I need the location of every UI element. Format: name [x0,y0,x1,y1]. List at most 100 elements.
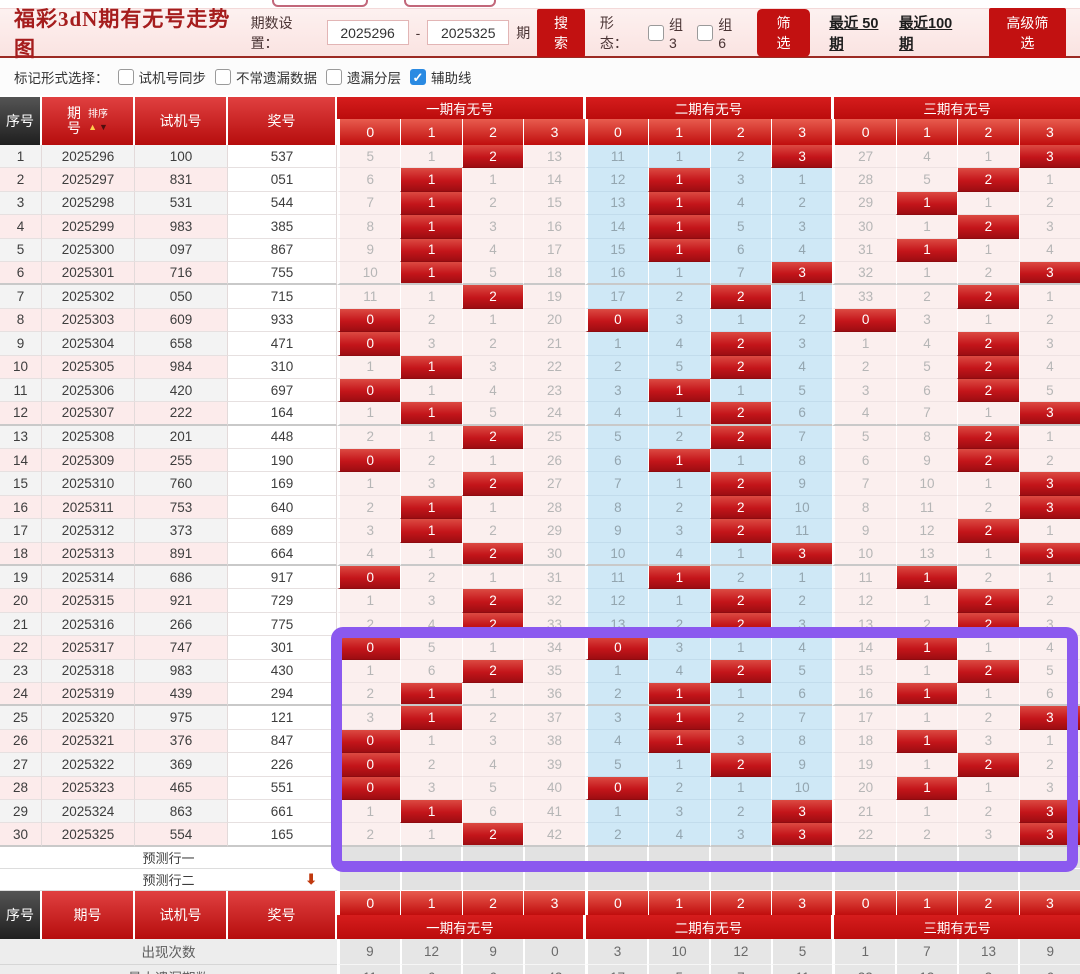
grid-cell: 3 [648,799,710,824]
prize-number-cell: 448 [228,425,337,450]
recent-50-link[interactable]: 最近 50期 [829,15,879,53]
seq-cell: 12 [0,402,42,426]
seq-cell: 9 [0,332,42,356]
grid-cell: 7 [770,706,833,730]
prize-number-cell: 867 [228,238,337,262]
grid-cell: 1 [832,332,896,356]
grid-cell: 1 [648,215,710,239]
grid-cell: 1 [648,238,710,262]
unchecked-checkbox[interactable] [326,68,342,85]
grid-cell: 2 [337,823,401,847]
grid-cell: 2 [461,519,524,543]
group3-checkbox[interactable] [648,24,665,41]
mark-option[interactable]: ✓ 辅助线 [410,67,472,87]
grid-cell: 1 [337,472,401,496]
subcol-header: 3 [770,119,833,145]
grid-cell: 1 [648,168,710,192]
stats-value-cell: 5 [647,964,710,974]
group3-checkbox-wrap[interactable]: 组3 [648,15,690,51]
grid-cell: 1 [648,402,710,426]
stats-value-cell: 9 [1018,938,1080,965]
grid-cell: 5 [1018,659,1080,683]
sort-up-icon[interactable]: ▲ [88,122,97,132]
down-arrow-icon[interactable]: ⬇ [305,870,317,887]
unchecked-checkbox[interactable] [117,68,134,85]
group-header: 二期有无号 [582,97,832,119]
grid-cell: 4 [461,378,524,403]
stats-value-cell: 7 [709,964,771,974]
grid-cell: 2 [709,145,771,169]
grid-cell: 3 [770,542,833,567]
recent-100-link[interactable]: 最近100期 [899,15,953,53]
test-number-cell: 255 [135,449,228,473]
prediction-cell [770,846,833,869]
stats-value-cell: 13 [956,938,1019,965]
seq-cell: 25 [0,706,42,730]
period-setting-label: 期数设置： [250,14,293,51]
group6-checkbox[interactable] [697,24,714,41]
period-to-input[interactable] [427,20,510,45]
advanced-filter-button[interactable]: 高级筛选 [988,7,1066,58]
table-row: 13 2025308 201 448 2 1 2 25 5 2 2 7 5 8 2 1 [0,425,1080,450]
test-number-cell: 686 [135,566,228,590]
test-number-cell: 984 [135,355,228,379]
grid-cell: 10 [337,261,401,286]
unchecked-checkbox[interactable] [215,68,231,85]
cutoff-button-2[interactable] [404,0,496,7]
cutoff-button-1[interactable] [272,0,368,7]
filter-button[interactable]: 筛选 [756,8,811,57]
grid-cell: 1 [337,589,401,613]
bottom-prize-header: 奖号 [228,890,337,939]
search-button[interactable]: 搜索 [537,8,585,57]
period-from-input[interactable] [326,20,409,45]
grid-cell: 3 [709,823,771,847]
grid-cell: 2 [957,285,1019,309]
grid-cell: 1 [461,495,524,520]
seq-cell: 21 [0,612,42,637]
stats-value-cell: 3 [584,938,648,965]
period-cell: 2025319 [42,682,135,707]
prize-number-cell: 917 [228,566,337,590]
test-number-cell: 376 [135,729,228,754]
grid-cell: 10 [770,776,833,800]
mark-option-label: 辅助线 [431,70,472,86]
test-number-cell: 760 [135,472,228,496]
grid-cell: 1 [895,753,958,777]
sort-down-icon[interactable]: ▼ [99,122,108,132]
grid-cell: 4 [400,612,462,637]
mark-option[interactable]: 不常遗漏数据 [215,67,317,87]
grid-cell: 30 [523,542,585,567]
stats-value-cell: 1 [832,938,896,965]
sort-arrows[interactable]: ▲ ▼ [88,120,108,132]
group6-checkbox-wrap[interactable]: 组6 [697,15,739,51]
seq-cell: 16 [0,495,42,520]
test-number-cell: 465 [135,776,228,800]
grid-cell: 24 [523,402,585,426]
period-header[interactable]: 期号 排序 ▲ ▼ [42,97,135,145]
prize-number-cell: 310 [228,355,337,379]
grid-cell: 4 [461,238,524,262]
table-row: 26 2025321 376 847 0 1 3 38 4 1 3 8 18 1 3 1 [0,729,1080,754]
grid-cell: 3 [895,308,958,333]
sort-control[interactable]: 排序 ▲ ▼ [88,110,108,133]
grid-cell: 1 [957,776,1019,800]
period-cell: 2025307 [42,402,135,426]
bottom-test-header: 试机号 [135,890,228,939]
grid-cell: 1 [400,729,462,754]
mark-option[interactable]: 试机号同步 [117,67,206,87]
grid-cell: 2 [957,261,1019,286]
seq-cell: 5 [0,238,42,262]
mark-option[interactable]: 遗漏分层 [326,67,401,87]
period-cell: 2025314 [42,566,135,590]
grid-cell: 0 [337,332,401,356]
seq-cell: 11 [0,378,42,403]
checked-checkbox[interactable]: ✓ [410,68,426,85]
prediction-cell [709,846,771,869]
grid-cell: 27 [832,145,896,169]
table-row: 1 2025296 100 537 5 1 2 13 11 1 2 3 27 4 1 3 [0,145,1080,169]
grid-cell: 3 [648,636,710,660]
test-number-cell: 716 [135,261,228,286]
